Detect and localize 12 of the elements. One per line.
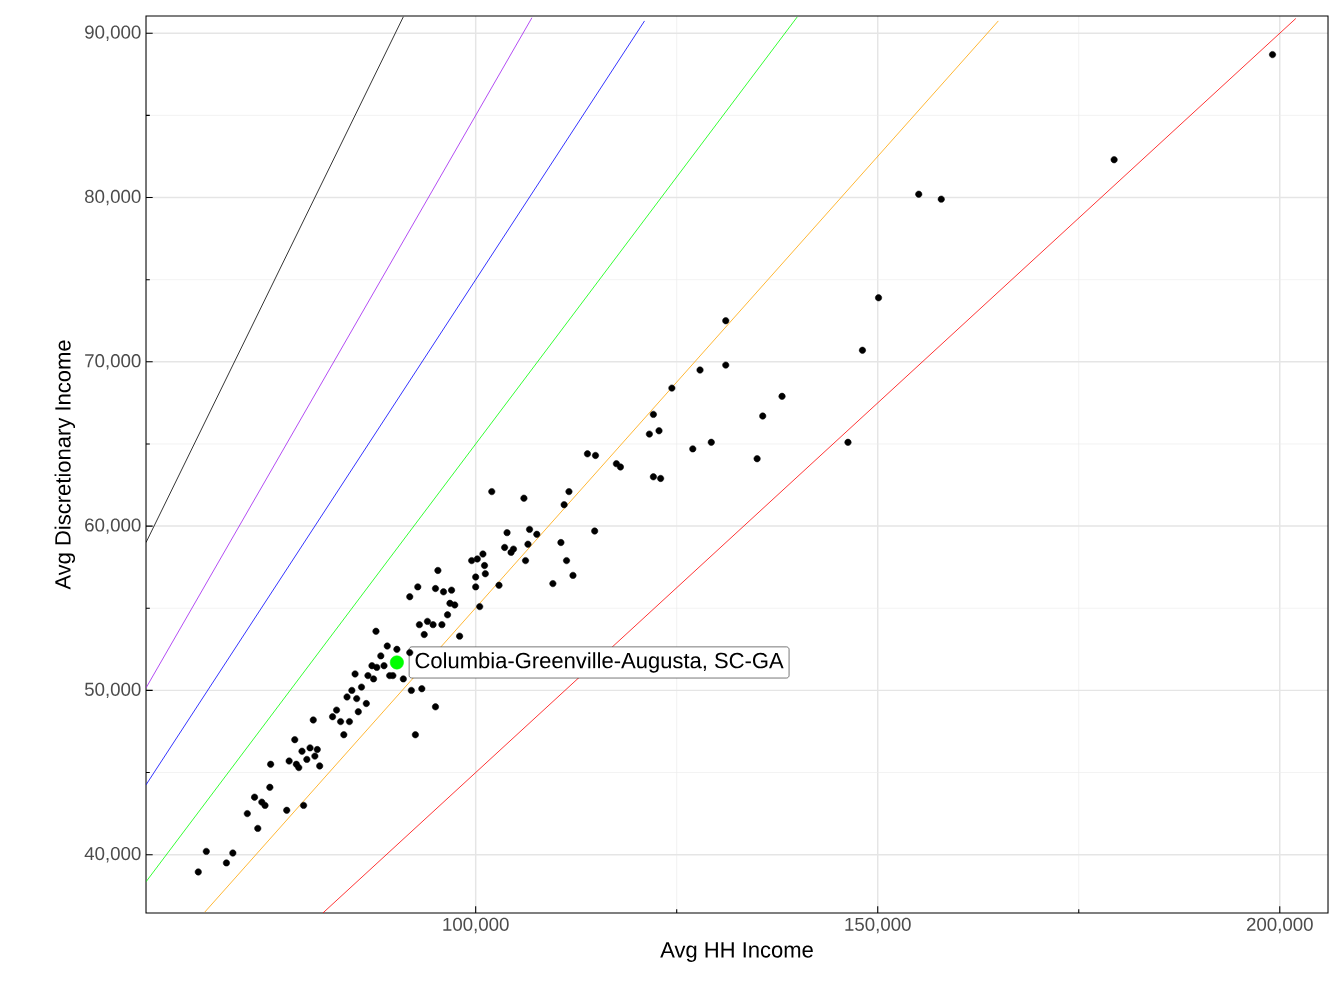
y-tick-label: 90,000	[85, 25, 141, 41]
y-tick-label: 80,000	[85, 189, 141, 206]
x-tick-label: 100,000	[443, 917, 509, 934]
x-tick-label: 200,000	[1246, 917, 1313, 934]
x-tick-label: 150,000	[845, 917, 911, 934]
y-axis-title: Avg Discretionary Income	[54, 340, 76, 590]
annotation: Columbia-Greenville-Augusta, SC-GA	[415, 652, 784, 673]
x-axis-title: Avg HH Income	[660, 942, 813, 962]
y-tick-label: 40,000	[84, 846, 141, 863]
y-tick-label: 70,000	[85, 354, 141, 370]
y-tick-label: 60,000	[85, 518, 141, 534]
y-tick-label: 50,000	[84, 682, 141, 699]
